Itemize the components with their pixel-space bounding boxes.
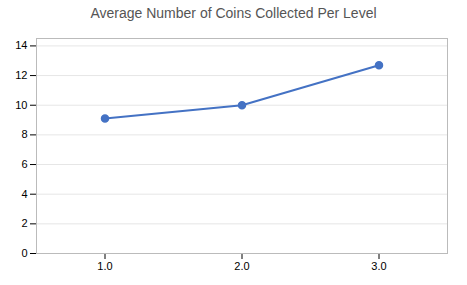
svg-text:6: 6 — [21, 158, 27, 170]
svg-text:8: 8 — [21, 128, 27, 140]
svg-text:3.0: 3.0 — [371, 260, 386, 272]
svg-text:0: 0 — [21, 247, 27, 259]
svg-text:1.0: 1.0 — [97, 260, 112, 272]
svg-text:12: 12 — [15, 69, 27, 81]
html-text:Average Number of Coins Collec: Average Number of Coins Collected Per Le… — [90, 5, 377, 21]
svg-text:2.0: 2.0 — [234, 260, 249, 272]
svg-text:14: 14 — [15, 39, 27, 51]
svg-text:2: 2 — [21, 217, 27, 229]
svg-text:4: 4 — [21, 188, 27, 200]
svg-text:10: 10 — [15, 99, 27, 111]
